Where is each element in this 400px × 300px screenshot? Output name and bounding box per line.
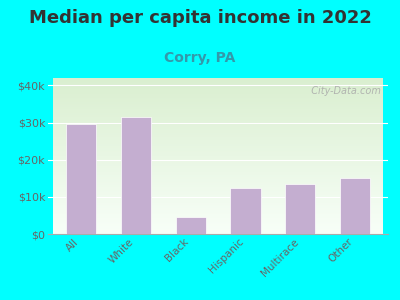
Text: Median per capita income in 2022: Median per capita income in 2022 — [28, 9, 372, 27]
Bar — [285, 184, 315, 234]
Bar — [176, 217, 206, 234]
Text: Corry, PA: Corry, PA — [164, 51, 236, 65]
Bar — [230, 188, 260, 234]
Bar — [66, 124, 96, 234]
Bar — [340, 178, 370, 234]
Bar — [121, 117, 151, 234]
Text: City-Data.com: City-Data.com — [305, 86, 381, 96]
